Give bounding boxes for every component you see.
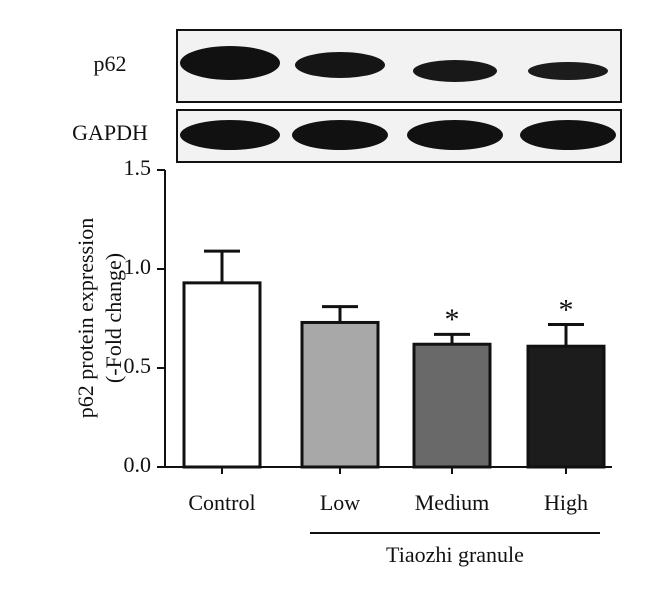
blot-label: GAPDH (72, 120, 148, 145)
bar (182, 281, 262, 469)
band (180, 46, 280, 80)
band (292, 120, 388, 150)
x-tick-label: Medium (415, 490, 490, 515)
band (295, 52, 385, 78)
bar (300, 320, 380, 469)
y-axis-label: (-Fold change) (101, 253, 126, 383)
band (520, 120, 616, 150)
blot-label: p62 (94, 51, 127, 76)
significance: * (445, 303, 460, 336)
x-tick-label: Low (320, 490, 360, 515)
x-tick-label: Control (188, 490, 255, 515)
bar (412, 342, 492, 469)
y-tick-label: 0.0 (124, 452, 152, 477)
y-tick-label: 0.5 (124, 353, 152, 378)
bar (526, 344, 606, 469)
band (407, 120, 503, 150)
group-label: Tiaozhi granule (386, 542, 524, 567)
y-axis-label: p62 protein expression (73, 218, 98, 418)
x-tick-label: High (544, 490, 588, 515)
y-tick-label: 1.0 (124, 254, 152, 279)
significance: * (559, 293, 574, 326)
band (528, 62, 608, 80)
band (413, 60, 497, 82)
band (180, 120, 280, 150)
y-tick-label: 1.5 (124, 155, 152, 180)
